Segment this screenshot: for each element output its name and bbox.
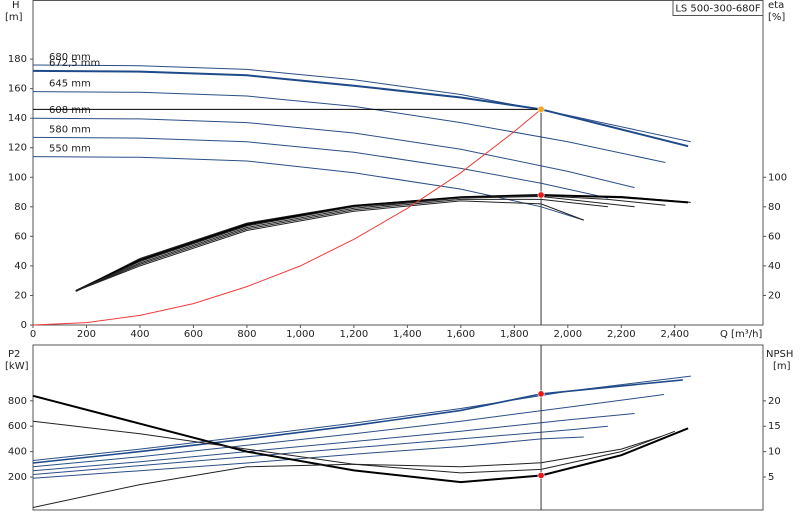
curve — [32, 117, 635, 189]
x-tick-label: 1,200 — [340, 329, 369, 340]
curve — [32, 420, 675, 474]
y-tick-label: 120 — [8, 143, 27, 154]
x-tick-label: 1,600 — [447, 329, 476, 340]
x-tick-label: 2,400 — [660, 329, 689, 340]
y2-tick-label: 15 — [768, 421, 781, 432]
y2-tick-label: 40 — [768, 261, 781, 272]
x-tick-label: 2,200 — [607, 329, 636, 340]
y2-tick-label: 20 — [768, 396, 781, 407]
x-tick-label: 400 — [130, 329, 149, 340]
curve-label: 608 mm — [49, 105, 91, 116]
y2-axis-label: eta — [768, 0, 784, 11]
bottom-plot-frame — [32, 344, 764, 511]
y2-tick-label: 20 — [768, 290, 781, 301]
y2-axis-unit: [m] — [773, 361, 791, 372]
curve-label: 580 mm — [49, 124, 91, 135]
y-tick-label: 400 — [8, 447, 27, 458]
x-tick-label: 1,800 — [500, 329, 529, 340]
y-tick-label: 40 — [14, 261, 27, 272]
y-tick-label: 80 — [14, 202, 27, 213]
duty-point — [537, 191, 545, 199]
y2-tick-label: 80 — [768, 202, 781, 213]
curve-label: 550 mm — [49, 144, 91, 155]
y-tick-label: 800 — [8, 396, 27, 407]
curve-label: 672,5 mm — [49, 58, 100, 69]
duty-point — [537, 471, 545, 479]
y-tick-label: 100 — [8, 172, 27, 183]
model-box — [672, 0, 764, 16]
curve — [32, 108, 542, 326]
curve — [32, 394, 689, 484]
curve-label: 645 mm — [49, 79, 91, 90]
y2-axis-label: NPSH — [766, 349, 793, 360]
x-tick-label: 200 — [77, 329, 96, 340]
y-tick-label: 600 — [8, 421, 27, 432]
x-tick-label: 600 — [184, 329, 203, 340]
curve — [32, 91, 666, 163]
y-axis-label: H — [12, 0, 20, 11]
x-tick-label: 1,400 — [393, 329, 422, 340]
curve — [32, 413, 635, 472]
duty-point — [537, 390, 545, 398]
x-axis-label: Q [m³/h] — [720, 329, 762, 340]
y-axis-unit: [kW] — [5, 361, 29, 372]
curve — [75, 195, 666, 292]
x-tick-label: 1,000 — [286, 329, 315, 340]
y-axis-unit: [m] — [5, 12, 23, 23]
y-tick-label: 200 — [8, 472, 27, 483]
x-tick-label: 800 — [237, 329, 256, 340]
y2-tick-label: 60 — [768, 231, 781, 242]
y-axis-label: P2 — [8, 349, 20, 360]
y-tick-label: 60 — [14, 231, 27, 242]
top-plot-frame — [32, 0, 764, 326]
y-tick-label: 140 — [8, 113, 27, 124]
duty-point — [537, 105, 545, 113]
curve — [32, 435, 662, 508]
y2-tick-label: 100 — [768, 172, 787, 183]
y-tick-label: 0 — [21, 320, 27, 331]
curve — [32, 394, 665, 468]
curve-label: 680 mm — [49, 52, 91, 63]
y2-axis-unit: [%] — [768, 12, 785, 23]
y-tick-label: 160 — [8, 84, 27, 95]
x-tick-label: 2,000 — [553, 329, 582, 340]
curve — [75, 193, 689, 292]
x-tick-label: 0 — [30, 329, 36, 340]
model-label: LS 500-300-680F — [675, 4, 761, 15]
y2-tick-label: 5 — [768, 472, 774, 483]
curve — [32, 425, 608, 475]
y-tick-label: 20 — [14, 290, 27, 301]
y2-tick-label: 10 — [768, 447, 781, 458]
y-tick-label: 180 — [8, 54, 27, 65]
